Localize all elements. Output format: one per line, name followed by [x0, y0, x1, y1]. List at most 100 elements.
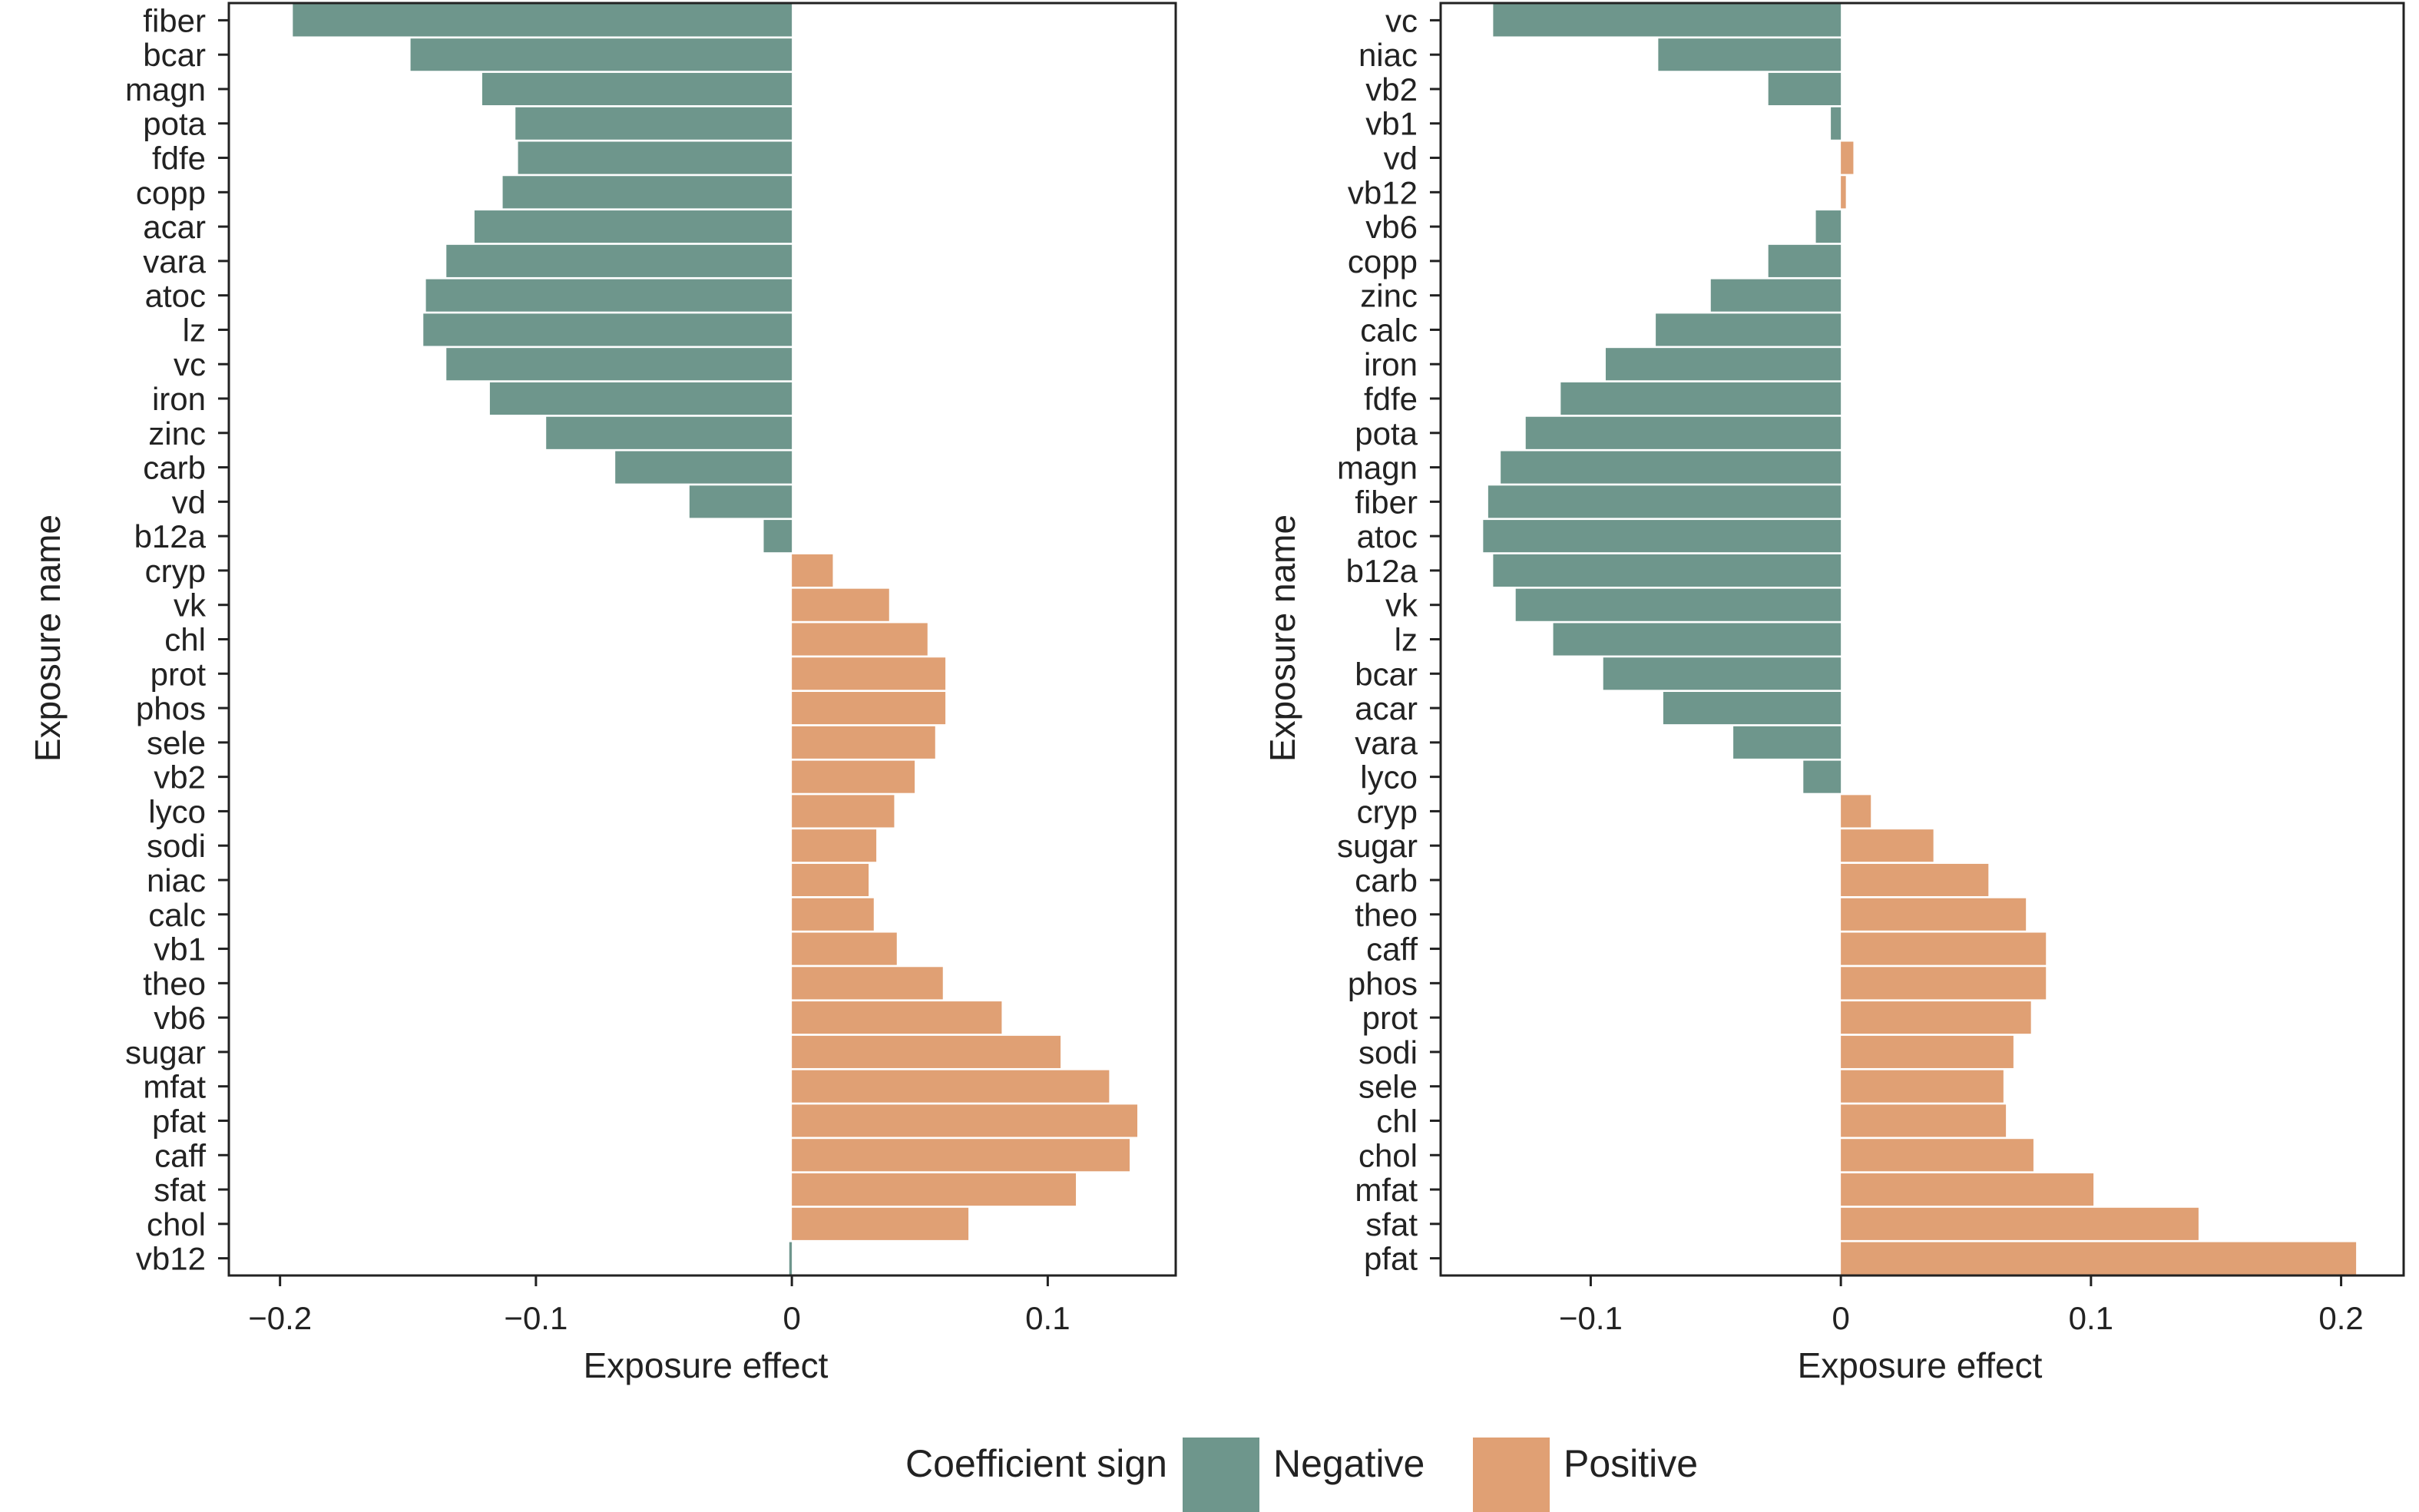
- right-panel-ytick-label-lyco: lyco: [1360, 759, 1418, 796]
- left-panel-bar-pota: [515, 107, 793, 140]
- right-panel-bar-magn: [1501, 451, 1842, 484]
- right-panel-bar-mfat: [1841, 1173, 2094, 1206]
- left-panel-bar-chl: [792, 623, 928, 656]
- right-panel-bar-fiber: [1487, 485, 1842, 518]
- left-panel-bar-vc: [446, 348, 793, 381]
- left-panel-ytick-label-cryp: cryp: [145, 553, 206, 589]
- right-panel-ytick-label-chl: chl: [1376, 1103, 1418, 1139]
- left-panel-bar-sodi: [792, 829, 877, 862]
- right-panel-ytick-label-prot: prot: [1362, 1000, 1418, 1036]
- left-panel-bar-mfat: [792, 1070, 1110, 1103]
- left-panel-ytick-label-magn: magn: [125, 71, 206, 108]
- left-panel-bar-bcar: [410, 38, 793, 71]
- right-panel-ytick-label-fiber: fiber: [1355, 484, 1418, 520]
- left-panel-bar-sfat: [792, 1173, 1077, 1206]
- left-panel-ytick-label-atoc: atoc: [145, 278, 206, 314]
- right-panel-ytick-label-phos: phos: [1348, 965, 1418, 1001]
- left-panel-bar-lyco: [792, 795, 895, 828]
- right-panel-xtick-label-1: 0: [1832, 1300, 1849, 1336]
- right-panel-bar-vb2: [1768, 72, 1842, 106]
- left-panel-ytick-label-sele: sele: [147, 725, 206, 761]
- right-panel-bar-niac: [1658, 38, 1842, 71]
- right-panel-ytick-label-iron: iron: [1364, 346, 1418, 382]
- right-panel-bar-chl: [1841, 1104, 2007, 1137]
- right-panel-bar-acar: [1663, 692, 1842, 725]
- right-panel-bar-prot: [1841, 1001, 2031, 1034]
- right-panel-ytick-label-zinc: zinc: [1360, 278, 1418, 314]
- right-panel-bar-bcar: [1603, 657, 1842, 690]
- left-panel-ytick-label-vb6: vb6: [154, 1000, 206, 1036]
- right-panel-bar-vk: [1515, 588, 1842, 621]
- left-panel-ytick-label-vb1: vb1: [154, 931, 206, 968]
- right-panel-xtick-label-0: −0.1: [1559, 1300, 1623, 1336]
- right-panel-bar-vb1: [1831, 107, 1842, 140]
- left-panel-ytick-label-fiber: fiber: [143, 2, 206, 38]
- right-panel-bar-pfat: [1841, 1242, 2357, 1275]
- left-panel-xtick-label-0: −0.2: [248, 1300, 312, 1336]
- right-panel-ytick-label-vb6: vb6: [1365, 209, 1418, 245]
- left-panel-ytick-label-vb2: vb2: [154, 759, 206, 796]
- right-panel-ytick-label-vd: vd: [1384, 141, 1418, 177]
- legend-label-positive: Positive: [1564, 1442, 1698, 1485]
- left-panel: Exposure effect Exposure name fiberbcarm…: [28, 2, 1177, 1385]
- right-panel-ytick-label-vk: vk: [1385, 587, 1418, 624]
- left-panel-xtick-label-2: 0: [783, 1300, 800, 1336]
- right-panel-ytick-label-theo: theo: [1355, 897, 1418, 933]
- right-panel-ytick-label-pota: pota: [1355, 415, 1418, 452]
- legend-title: Coefficient sign: [905, 1442, 1167, 1485]
- right-panel-bar-iron: [1605, 348, 1842, 381]
- left-panel-ytick-label-vara: vara: [143, 243, 206, 280]
- right-panel-ytick-label-cryp: cryp: [1357, 793, 1418, 829]
- left-panel-bar-phos: [792, 692, 946, 725]
- left-panel-bar-caff: [792, 1139, 1130, 1172]
- left-panel-ytick-label-vk: vk: [174, 587, 207, 624]
- left-panel-bar-fiber: [293, 4, 793, 37]
- left-panel-ytick-label-b12a: b12a: [134, 518, 207, 554]
- right-panel-frame: [1439, 2, 2405, 1277]
- right-panel-ytick-label-sodi: sodi: [1358, 1034, 1418, 1070]
- left-panel-bar-magn: [481, 72, 793, 106]
- right-panel-ytick-label-atoc: atoc: [1357, 518, 1418, 554]
- right-panel-ylabel: Exposure name: [1262, 514, 1302, 762]
- right-panel-ytick-label-niac: niac: [1358, 37, 1418, 73]
- left-panel-xtick-label-3: 0.1: [1025, 1300, 1070, 1336]
- left-panel-ytick-label-chl: chl: [164, 622, 206, 658]
- right-panel-bar-atoc: [1483, 520, 1842, 553]
- left-panel-ytick-label-bcar: bcar: [143, 37, 206, 73]
- right-panel-bar-chol: [1841, 1139, 2033, 1172]
- left-panel-bar-cryp: [792, 554, 833, 587]
- right-panel-ytick-label-vb1: vb1: [1365, 106, 1418, 142]
- legend-swatch-positive: [1473, 1438, 1550, 1512]
- left-panel-bar-vk: [792, 588, 889, 621]
- left-panel-ytick-label-sodi: sodi: [147, 828, 206, 864]
- left-panel-bar-vb12: [789, 1242, 793, 1275]
- right-panel-bar-pota: [1525, 416, 1842, 449]
- legend-label-negative: Negative: [1273, 1442, 1425, 1485]
- right-panel-ytick-label-mfat: mfat: [1355, 1172, 1418, 1208]
- left-panel-bar-vd: [689, 485, 793, 518]
- right-panel-ytick-label-carb: carb: [1355, 862, 1418, 898]
- left-panel-frame: [227, 2, 1177, 1277]
- left-panel-bar-pfat: [792, 1104, 1138, 1137]
- left-panel-ytick-label-pota: pota: [143, 106, 206, 142]
- left-panel-bar-carb: [615, 451, 793, 484]
- right-panel-bar-cryp: [1841, 795, 1871, 828]
- right-panel-ytick-label-caff: caff: [1366, 931, 1418, 968]
- right-panel-bar-copp: [1768, 244, 1842, 277]
- right-panel-ytick-label-vc: vc: [1385, 2, 1418, 38]
- left-panel-bar-calc: [792, 898, 874, 931]
- right-panel-bar-zinc: [1710, 279, 1842, 312]
- right-panel-ytick-label-vara: vara: [1355, 725, 1418, 761]
- right-panel-bar-sfat: [1841, 1207, 2199, 1240]
- left-panel-bar-acar: [474, 210, 793, 243]
- right-panel-bar-vb6: [1815, 210, 1842, 243]
- left-panel-ylabel: Exposure name: [28, 514, 68, 762]
- left-panel-ytick-label-fdfe: fdfe: [152, 141, 206, 177]
- right-panel-xtick-label-3: 0.2: [2318, 1300, 2363, 1336]
- right-panel-bar-carb: [1841, 863, 1989, 897]
- right-panel-ytick-label-sugar: sugar: [1337, 828, 1418, 864]
- right-panel-ytick-label-fdfe: fdfe: [1364, 381, 1418, 417]
- left-panel-xlabel: Exposure effect: [584, 1345, 829, 1385]
- right-panel-bar-vb12: [1841, 176, 1846, 209]
